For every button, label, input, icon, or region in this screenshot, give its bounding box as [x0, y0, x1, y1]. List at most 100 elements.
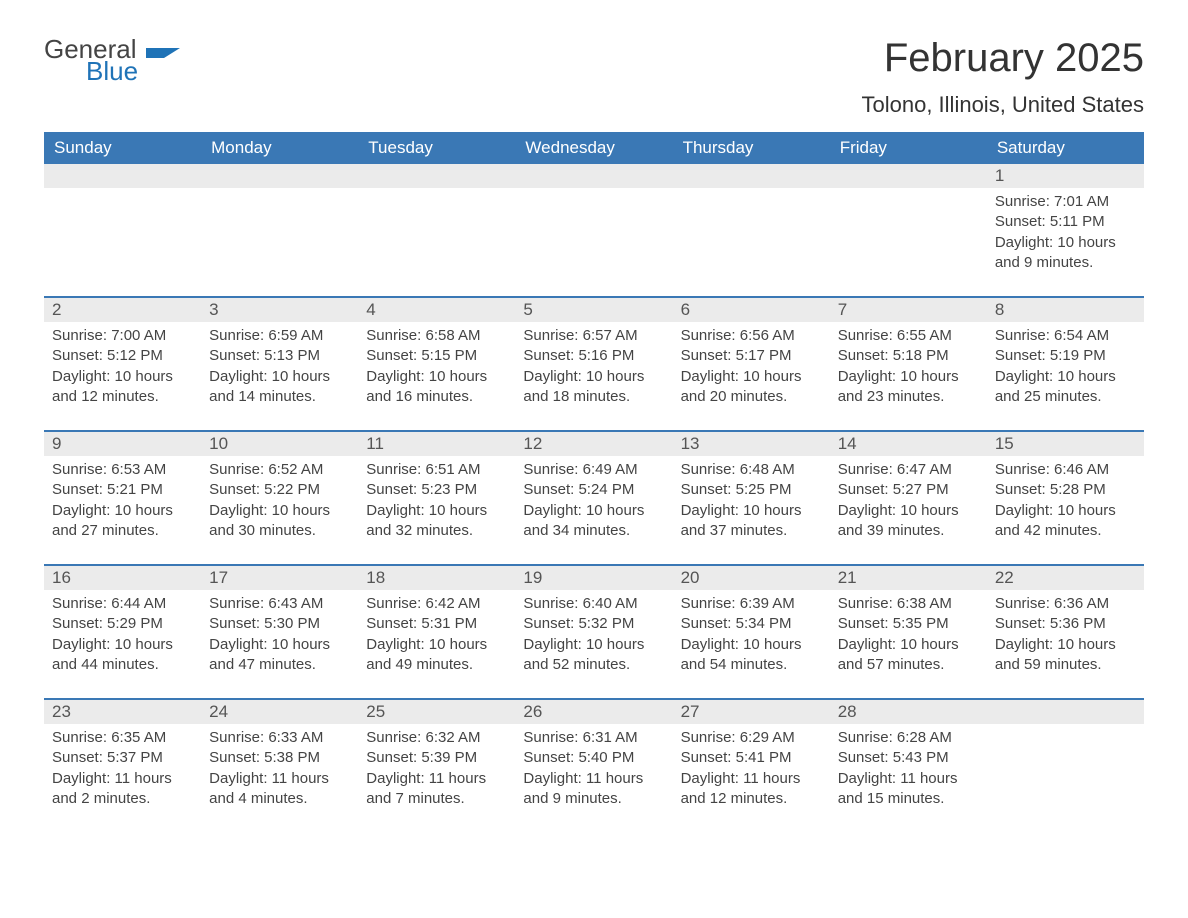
day-detail: Sunrise: 6:57 AMSunset: 5:16 PMDaylight:…: [515, 322, 672, 412]
sunset-text: Sunset: 5:12 PM: [52, 346, 193, 366]
day-detail: [673, 188, 830, 278]
day-detail: [515, 188, 672, 278]
day-detail: Sunrise: 7:00 AMSunset: 5:12 PMDaylight:…: [44, 322, 201, 412]
daylight-text: Daylight: 10 hours and 39 minutes.: [838, 501, 979, 542]
day-number: [201, 164, 358, 188]
day-number: 24: [201, 700, 358, 724]
daylight-text: Daylight: 10 hours and 18 minutes.: [523, 367, 664, 408]
week-daynum-row: 16171819202122: [44, 564, 1144, 590]
dow-thursday: Thursday: [673, 132, 830, 164]
day-number: 1: [987, 164, 1144, 188]
sunrise-text: Sunrise: 6:40 AM: [523, 594, 664, 614]
sunset-text: Sunset: 5:13 PM: [209, 346, 350, 366]
dow-friday: Friday: [830, 132, 987, 164]
dow-wednesday: Wednesday: [515, 132, 672, 164]
sunrise-text: Sunrise: 6:35 AM: [52, 728, 193, 748]
day-detail: Sunrise: 6:48 AMSunset: 5:25 PMDaylight:…: [673, 456, 830, 546]
week-detail-row: Sunrise: 7:00 AMSunset: 5:12 PMDaylight:…: [44, 322, 1144, 430]
page-title: February 2025: [862, 36, 1145, 80]
sunrise-text: Sunrise: 6:58 AM: [366, 326, 507, 346]
daylight-text: Daylight: 11 hours and 15 minutes.: [838, 769, 979, 810]
sunset-text: Sunset: 5:39 PM: [366, 748, 507, 768]
day-number: 5: [515, 298, 672, 322]
daylight-text: Daylight: 11 hours and 12 minutes.: [681, 769, 822, 810]
logo-text: General Blue: [44, 36, 138, 84]
day-detail: Sunrise: 6:36 AMSunset: 5:36 PMDaylight:…: [987, 590, 1144, 680]
daylight-text: Daylight: 10 hours and 47 minutes.: [209, 635, 350, 676]
sunset-text: Sunset: 5:21 PM: [52, 480, 193, 500]
day-number: 17: [201, 566, 358, 590]
sunset-text: Sunset: 5:27 PM: [838, 480, 979, 500]
sunset-text: Sunset: 5:30 PM: [209, 614, 350, 634]
daylight-text: Daylight: 10 hours and 57 minutes.: [838, 635, 979, 676]
sunrise-text: Sunrise: 6:52 AM: [209, 460, 350, 480]
logo-word-blue: Blue: [86, 58, 138, 84]
flag-icon: [146, 42, 180, 69]
daylight-text: Daylight: 10 hours and 54 minutes.: [681, 635, 822, 676]
sunrise-text: Sunrise: 7:01 AM: [995, 192, 1136, 212]
day-number: 7: [830, 298, 987, 322]
day-detail: Sunrise: 6:38 AMSunset: 5:35 PMDaylight:…: [830, 590, 987, 680]
daylight-text: Daylight: 10 hours and 49 minutes.: [366, 635, 507, 676]
day-number: [44, 164, 201, 188]
day-detail: [830, 188, 987, 278]
day-detail: Sunrise: 6:54 AMSunset: 5:19 PMDaylight:…: [987, 322, 1144, 412]
sunset-text: Sunset: 5:22 PM: [209, 480, 350, 500]
sunrise-text: Sunrise: 6:54 AM: [995, 326, 1136, 346]
week-detail-row: Sunrise: 6:44 AMSunset: 5:29 PMDaylight:…: [44, 590, 1144, 698]
day-detail: Sunrise: 6:44 AMSunset: 5:29 PMDaylight:…: [44, 590, 201, 680]
sunrise-text: Sunrise: 6:28 AM: [838, 728, 979, 748]
daylight-text: Daylight: 10 hours and 37 minutes.: [681, 501, 822, 542]
day-detail: Sunrise: 6:47 AMSunset: 5:27 PMDaylight:…: [830, 456, 987, 546]
day-number: 11: [358, 432, 515, 456]
day-detail: Sunrise: 6:39 AMSunset: 5:34 PMDaylight:…: [673, 590, 830, 680]
day-number: 9: [44, 432, 201, 456]
sunset-text: Sunset: 5:25 PM: [681, 480, 822, 500]
daylight-text: Daylight: 11 hours and 9 minutes.: [523, 769, 664, 810]
day-detail: Sunrise: 6:32 AMSunset: 5:39 PMDaylight:…: [358, 724, 515, 814]
day-number: [515, 164, 672, 188]
sunset-text: Sunset: 5:11 PM: [995, 212, 1136, 232]
day-detail: Sunrise: 6:46 AMSunset: 5:28 PMDaylight:…: [987, 456, 1144, 546]
sunset-text: Sunset: 5:32 PM: [523, 614, 664, 634]
day-number: 23: [44, 700, 201, 724]
sunset-text: Sunset: 5:24 PM: [523, 480, 664, 500]
day-detail: Sunrise: 6:51 AMSunset: 5:23 PMDaylight:…: [358, 456, 515, 546]
day-number: 26: [515, 700, 672, 724]
dow-monday: Monday: [201, 132, 358, 164]
day-number: [673, 164, 830, 188]
sunset-text: Sunset: 5:18 PM: [838, 346, 979, 366]
sunset-text: Sunset: 5:41 PM: [681, 748, 822, 768]
day-number: [987, 700, 1144, 724]
dow-sunday: Sunday: [44, 132, 201, 164]
day-detail: Sunrise: 6:31 AMSunset: 5:40 PMDaylight:…: [515, 724, 672, 814]
sunrise-text: Sunrise: 6:39 AM: [681, 594, 822, 614]
day-number: 3: [201, 298, 358, 322]
sunrise-text: Sunrise: 6:36 AM: [995, 594, 1136, 614]
sunset-text: Sunset: 5:16 PM: [523, 346, 664, 366]
daylight-text: Daylight: 11 hours and 2 minutes.: [52, 769, 193, 810]
day-detail: Sunrise: 6:59 AMSunset: 5:13 PMDaylight:…: [201, 322, 358, 412]
day-detail: [201, 188, 358, 278]
daylight-text: Daylight: 10 hours and 52 minutes.: [523, 635, 664, 676]
sunrise-text: Sunrise: 6:47 AM: [838, 460, 979, 480]
sunset-text: Sunset: 5:35 PM: [838, 614, 979, 634]
day-number: 19: [515, 566, 672, 590]
sunrise-text: Sunrise: 6:29 AM: [681, 728, 822, 748]
daylight-text: Daylight: 10 hours and 9 minutes.: [995, 233, 1136, 274]
daylight-text: Daylight: 10 hours and 23 minutes.: [838, 367, 979, 408]
sunrise-text: Sunrise: 6:59 AM: [209, 326, 350, 346]
day-detail: Sunrise: 6:40 AMSunset: 5:32 PMDaylight:…: [515, 590, 672, 680]
sunrise-text: Sunrise: 6:31 AM: [523, 728, 664, 748]
day-detail: Sunrise: 6:35 AMSunset: 5:37 PMDaylight:…: [44, 724, 201, 814]
day-number: 4: [358, 298, 515, 322]
day-detail: Sunrise: 6:56 AMSunset: 5:17 PMDaylight:…: [673, 322, 830, 412]
day-detail: Sunrise: 6:49 AMSunset: 5:24 PMDaylight:…: [515, 456, 672, 546]
daylight-text: Daylight: 10 hours and 59 minutes.: [995, 635, 1136, 676]
week-daynum-row: 2345678: [44, 296, 1144, 322]
daylight-text: Daylight: 10 hours and 20 minutes.: [681, 367, 822, 408]
sunrise-text: Sunrise: 6:56 AM: [681, 326, 822, 346]
day-number: 16: [44, 566, 201, 590]
day-number: 20: [673, 566, 830, 590]
week-daynum-row: 1: [44, 164, 1144, 188]
